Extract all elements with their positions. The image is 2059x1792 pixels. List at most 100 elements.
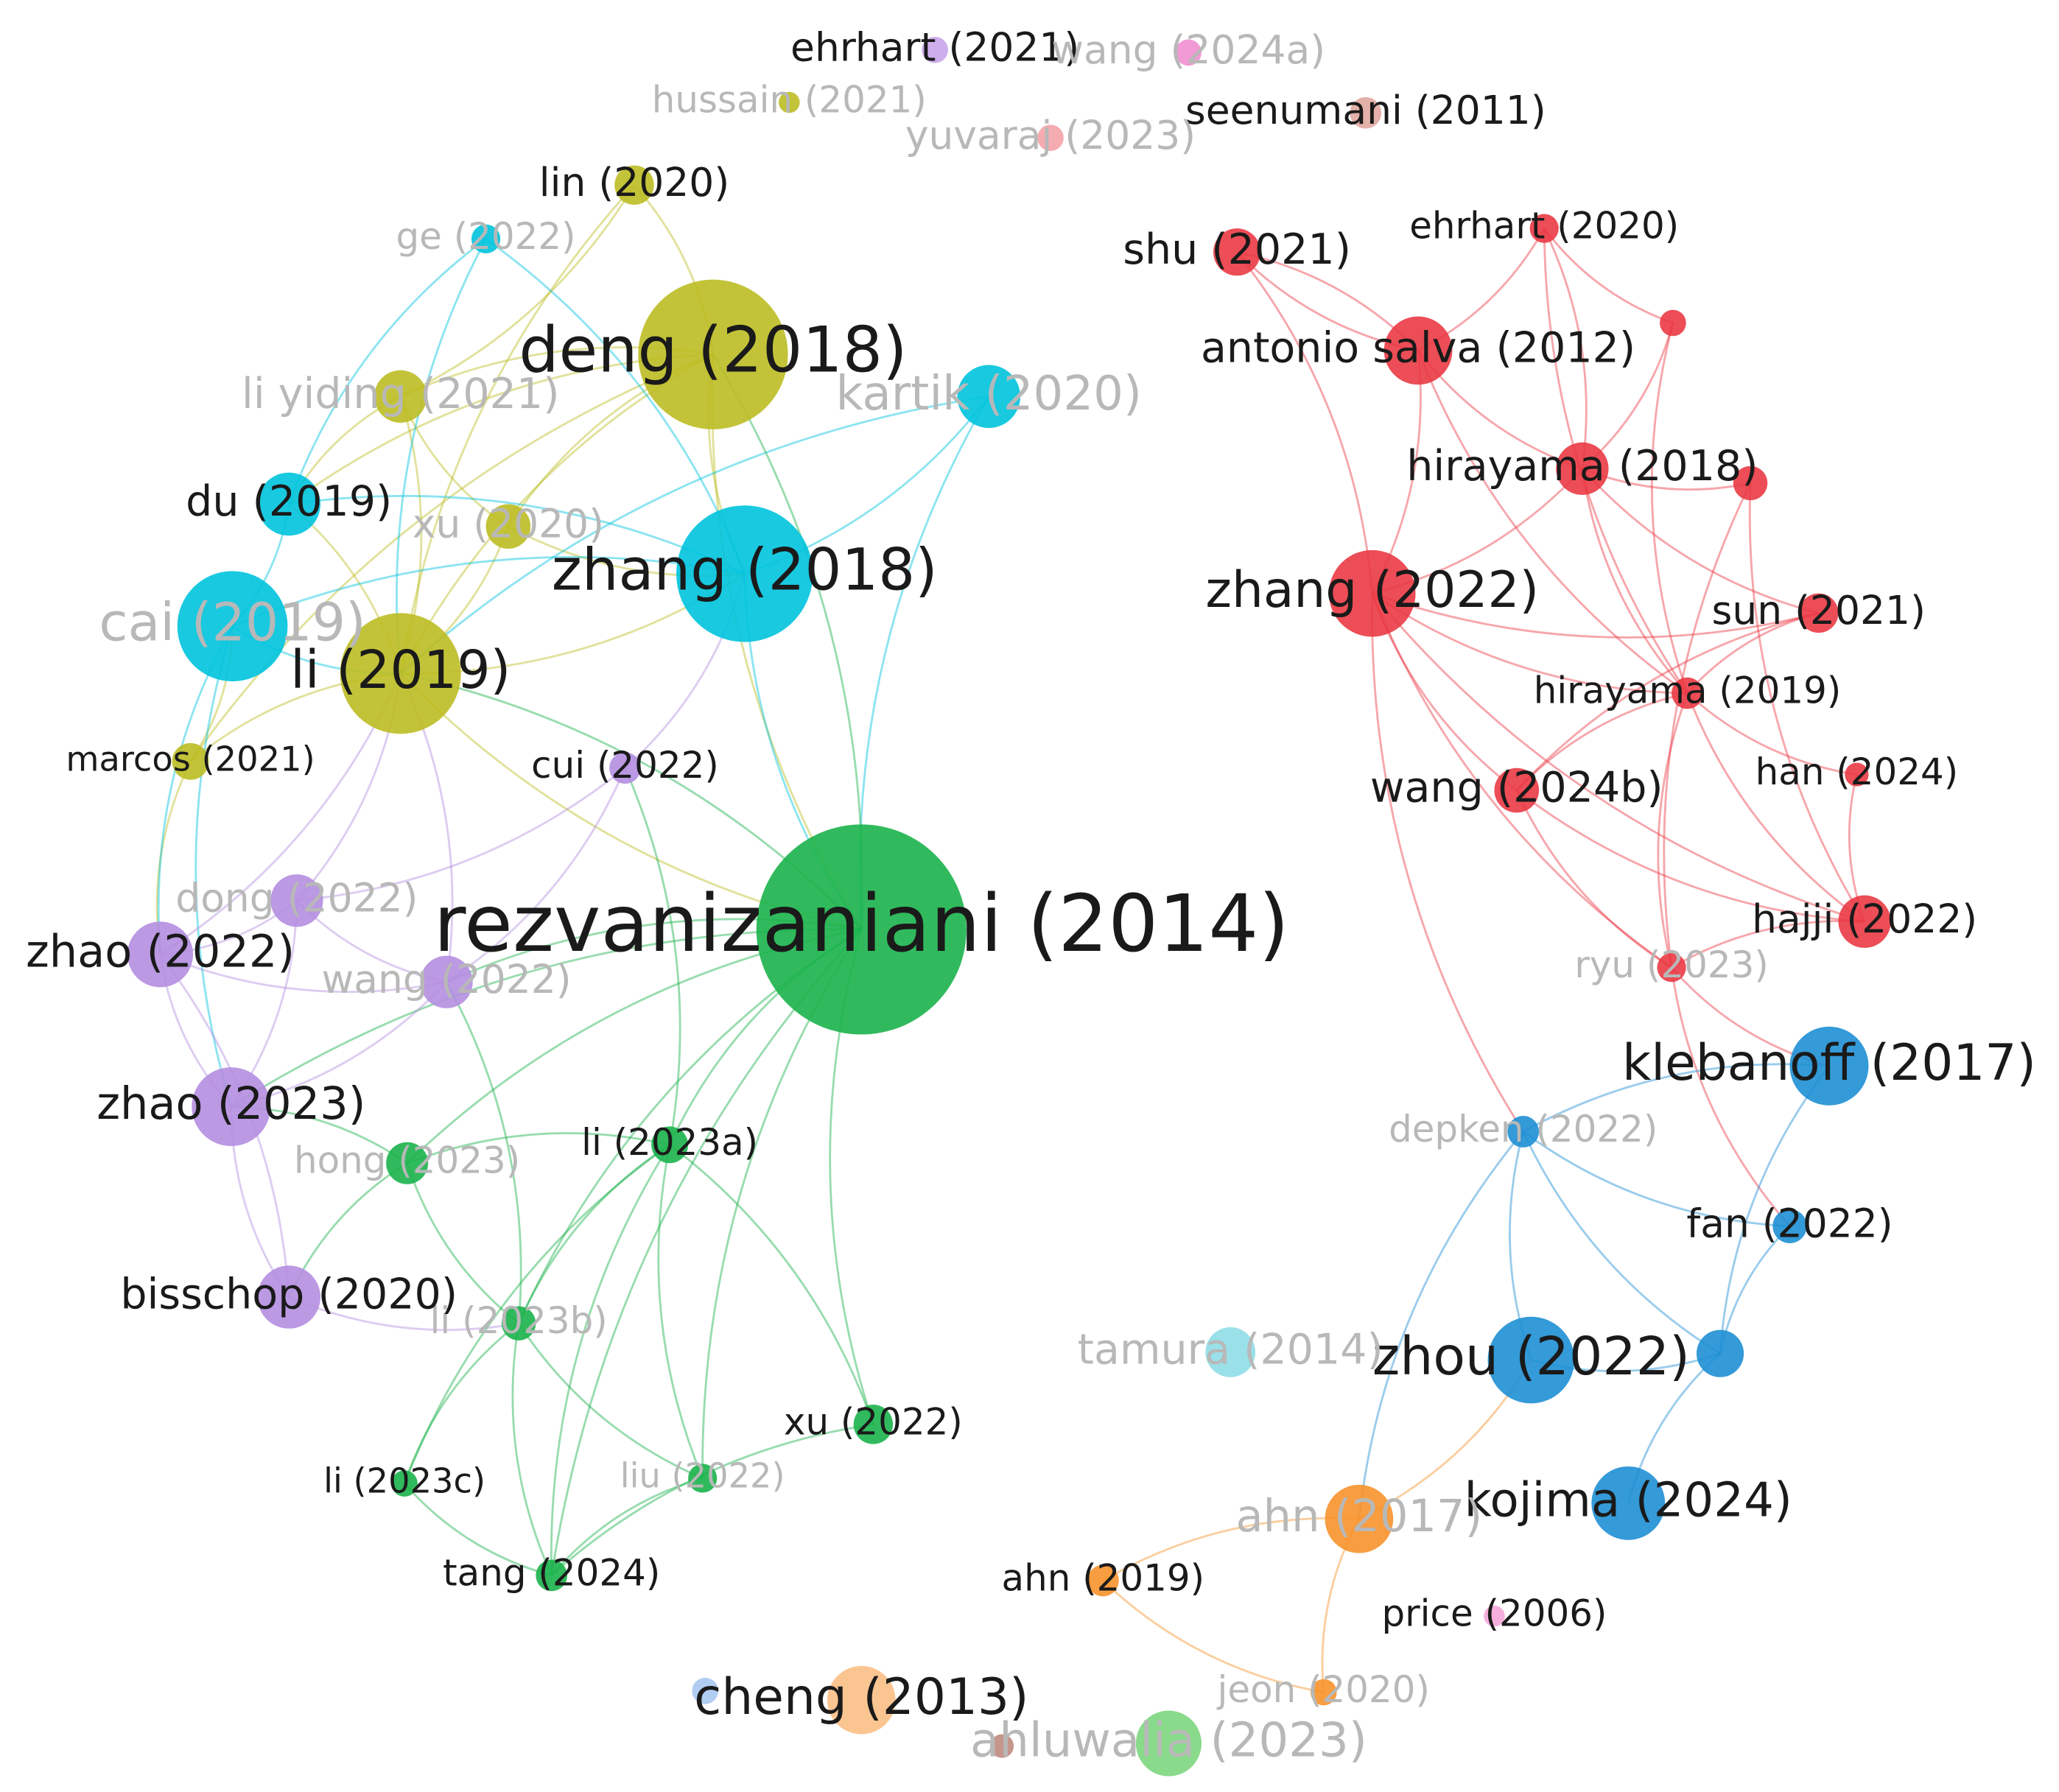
node-label: ehrhart (2020)	[1409, 205, 1679, 247]
edge	[1523, 1063, 1830, 1133]
node	[177, 571, 288, 682]
node	[1175, 39, 1202, 66]
edge	[1102, 1517, 1359, 1582]
edge	[296, 767, 626, 902]
node-label: hirayama (2019)	[1534, 670, 1842, 712]
edge	[1650, 323, 1688, 694]
node	[420, 955, 473, 1008]
node	[1494, 767, 1540, 813]
node	[1487, 1316, 1575, 1404]
node-label: cui (2022)	[531, 744, 719, 787]
node-label: kartik (2020)	[835, 366, 1142, 421]
edge	[1522, 1131, 1721, 1354]
nodes	[127, 36, 1891, 1777]
node	[990, 1734, 1014, 1758]
edge	[550, 928, 863, 1576]
node-label: marcos (2021)	[66, 739, 315, 779]
edge	[1670, 967, 1791, 1227]
node	[386, 1142, 429, 1184]
node	[1213, 228, 1261, 276]
node-label: tang (2024)	[443, 1551, 660, 1594]
edge	[1522, 1131, 1790, 1228]
node	[471, 224, 501, 254]
node	[1696, 1329, 1744, 1377]
edge	[1581, 468, 1688, 695]
node	[853, 1405, 894, 1444]
node	[257, 1265, 320, 1329]
edge	[1515, 790, 1672, 969]
node-label: ryu (2023)	[1574, 944, 1768, 986]
node-label: ge (2022)	[396, 215, 576, 258]
node-label: antonio salva (2012)	[1201, 324, 1635, 373]
edge	[446, 767, 626, 983]
edge	[511, 1323, 553, 1576]
edge	[1102, 1579, 1325, 1693]
node	[1657, 953, 1686, 983]
node-label: ahn (2017)	[1236, 1491, 1483, 1542]
edge	[160, 953, 447, 994]
edge	[396, 238, 487, 674]
node	[172, 742, 209, 780]
edge	[1358, 1131, 1524, 1519]
node-label: wang (2024b)	[1370, 764, 1663, 812]
node-label: zhao (2022)	[26, 926, 295, 977]
edge	[657, 1144, 704, 1479]
node-label: hajji (2022)	[1752, 896, 1977, 942]
edge	[403, 1322, 520, 1484]
edge	[1371, 593, 1672, 969]
edge	[400, 184, 636, 398]
edge	[1686, 692, 1857, 776]
edge	[403, 1483, 553, 1577]
node-label: lin (2020)	[539, 159, 729, 205]
edge	[1371, 592, 1865, 923]
node	[692, 1677, 719, 1704]
node-label: li (2023c)	[323, 1461, 485, 1501]
node-label: yuvaraj (2023)	[905, 112, 1196, 158]
node	[614, 165, 654, 205]
node-label: ehrhart (2021)	[790, 24, 1079, 70]
node-label: cai (2019)	[99, 592, 365, 653]
edge	[403, 1144, 670, 1484]
node	[340, 613, 461, 734]
edge	[669, 1144, 874, 1425]
edge	[1686, 692, 1865, 923]
node-label: han (2024)	[1755, 751, 1959, 793]
node	[127, 921, 194, 988]
node	[957, 365, 1021, 429]
node-label: zhang (2018)	[552, 536, 938, 603]
edge	[1543, 228, 1674, 324]
node	[779, 91, 800, 113]
node-label: shu (2021)	[1123, 225, 1351, 274]
node	[1591, 1466, 1666, 1540]
edge	[1657, 692, 1688, 968]
edge	[399, 395, 989, 675]
node	[391, 1470, 418, 1497]
node-label: zhao (2023)	[97, 1078, 365, 1130]
node-label: depken (2022)	[1389, 1108, 1658, 1150]
node	[1845, 762, 1869, 787]
node-label: du (2019)	[186, 477, 392, 526]
node	[1328, 549, 1416, 637]
node	[609, 752, 641, 784]
node-label: rezvanizaniani (2014)	[434, 879, 1290, 970]
node	[1660, 309, 1686, 337]
node-label: klebanoff (2017)	[1622, 1033, 2036, 1092]
node	[651, 1126, 689, 1164]
node-label: bisschop (2020)	[120, 1271, 457, 1319]
node-label: li (2023b)	[430, 1299, 608, 1342]
edge	[550, 1144, 671, 1575]
node	[536, 1559, 568, 1592]
node	[1733, 465, 1768, 501]
edge	[1236, 251, 1374, 594]
node-label: seenumani (2011)	[1185, 87, 1546, 133]
node	[1484, 1605, 1505, 1627]
edge	[399, 184, 636, 674]
edge	[1515, 692, 1688, 791]
node-label: wang (2022)	[322, 956, 572, 1002]
node	[1838, 895, 1891, 948]
node	[688, 1464, 718, 1493]
node	[1672, 677, 1703, 709]
node-label: price (2006)	[1382, 1592, 1607, 1635]
edge	[1543, 228, 1588, 469]
node	[756, 824, 967, 1035]
